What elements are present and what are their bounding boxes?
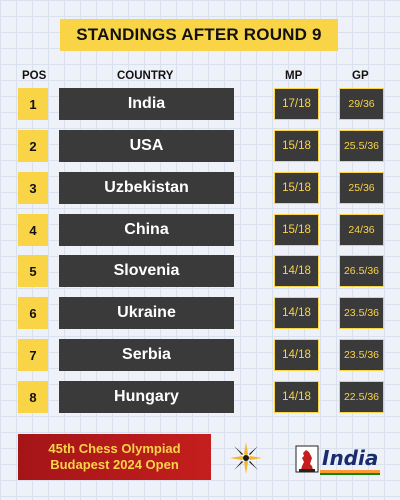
country-cell: Serbia (59, 339, 234, 371)
page-title: STANDINGS AFTER ROUND 9 (60, 19, 338, 51)
country-cell: India (59, 88, 234, 120)
table-row: 5 Slovenia 14/18 26.5/36 (0, 255, 400, 287)
event-location: Budapest 2024 Open (50, 457, 179, 472)
match-points-cell: 17/18 (274, 88, 319, 120)
position-cell: 8 (18, 381, 48, 413)
table-row: 6 Ukraine 14/18 23.5/36 (0, 297, 400, 329)
table-row: 2 USA 15/18 25.5/36 (0, 130, 400, 162)
position-cell: 3 (18, 172, 48, 204)
country-cell: Ukraine (59, 297, 234, 329)
position-cell: 5 (18, 255, 48, 287)
game-points-cell: 24/36 (339, 214, 384, 246)
match-points-cell: 14/18 (274, 381, 319, 413)
table-row: 8 Hungary 14/18 22.5/36 (0, 381, 400, 413)
chessbase-india-logo-icon (295, 445, 380, 475)
table-row: 4 China 15/18 24/36 (0, 214, 400, 246)
country-cell: Slovenia (59, 255, 234, 287)
game-points-cell: 25/36 (339, 172, 384, 204)
position-cell: 7 (18, 339, 48, 371)
game-points-cell: 26.5/36 (339, 255, 384, 287)
event-banner: 45th Chess Olympiad Budapest 2024 Open (18, 434, 211, 480)
match-points-cell: 15/18 (274, 130, 319, 162)
country-cell: Uzbekistan (59, 172, 234, 204)
table-row: 1 India 17/18 29/36 (0, 88, 400, 120)
table-row: 7 Serbia 14/18 23.5/36 (0, 339, 400, 371)
game-points-cell: 22.5/36 (339, 381, 384, 413)
match-points-cell: 14/18 (274, 297, 319, 329)
header-country: COUNTRY (117, 70, 174, 82)
event-name: 45th Chess Olympiad (48, 441, 181, 456)
country-cell: China (59, 214, 234, 246)
position-cell: 6 (18, 297, 48, 329)
chessbase-india-wordmark: India (322, 446, 379, 470)
header-gp: GP (352, 70, 369, 82)
game-points-cell: 23.5/36 (339, 339, 384, 371)
table-row: 3 Uzbekistan 15/18 25/36 (0, 172, 400, 204)
position-cell: 1 (18, 88, 48, 120)
match-points-cell: 15/18 (274, 172, 319, 204)
olympiad-star-icon (230, 442, 262, 474)
header-mp: MP (285, 70, 303, 82)
country-cell: Hungary (59, 381, 234, 413)
position-cell: 4 (18, 214, 48, 246)
game-points-cell: 29/36 (339, 88, 384, 120)
game-points-cell: 25.5/36 (339, 130, 384, 162)
game-points-cell: 23.5/36 (339, 297, 384, 329)
match-points-cell: 15/18 (274, 214, 319, 246)
position-cell: 2 (18, 130, 48, 162)
header-pos: POS (22, 70, 47, 82)
match-points-cell: 14/18 (274, 255, 319, 287)
match-points-cell: 14/18 (274, 339, 319, 371)
country-cell: USA (59, 130, 234, 162)
